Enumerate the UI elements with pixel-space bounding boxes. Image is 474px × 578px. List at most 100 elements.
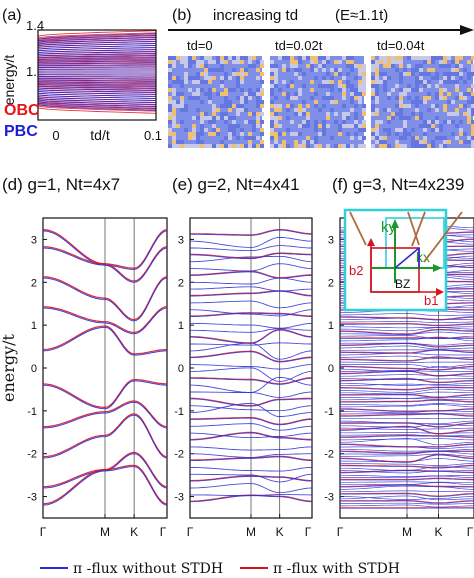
panel-b-label: (b) xyxy=(172,7,192,24)
map-pixel xyxy=(375,124,379,128)
map-pixel xyxy=(467,136,471,140)
map-pixel xyxy=(399,72,403,76)
map-pixel xyxy=(403,136,407,140)
map-pixel xyxy=(443,96,447,100)
map-pixel xyxy=(200,116,204,120)
map-pixel xyxy=(459,120,463,124)
map-pixel xyxy=(220,68,224,72)
map-pixel xyxy=(423,144,427,148)
map-pixel xyxy=(310,88,314,92)
map-pixel xyxy=(204,92,208,96)
map-pixel xyxy=(236,60,240,64)
map-pixel xyxy=(302,72,306,76)
map-pixel xyxy=(192,124,196,128)
map-pixel xyxy=(236,112,240,116)
map-pixel xyxy=(455,56,459,60)
band-line-pbc xyxy=(38,33,156,40)
map-pixel xyxy=(391,56,395,60)
map-pixel xyxy=(451,132,455,136)
map-pixel xyxy=(184,144,188,148)
band-line-pbc xyxy=(38,51,156,55)
map-pixel xyxy=(362,144,366,148)
map-pixel xyxy=(188,88,192,92)
map-pixel xyxy=(419,72,423,76)
band-stdh xyxy=(340,323,474,326)
map-pixel xyxy=(314,144,318,148)
map-pixel xyxy=(240,72,244,76)
map-pixel xyxy=(342,96,346,100)
map-pixel xyxy=(431,56,435,60)
band-line-obc xyxy=(38,34,156,41)
map-pixel xyxy=(362,64,366,68)
map-pixel xyxy=(204,72,208,76)
map-pixel xyxy=(431,124,435,128)
map-pixel xyxy=(240,68,244,72)
map-pixel xyxy=(338,88,342,92)
map-pixel xyxy=(180,92,184,96)
map-pixel xyxy=(172,80,176,84)
band-line-pbc xyxy=(38,75,156,78)
map-pixel xyxy=(270,104,274,108)
map-pixel xyxy=(172,76,176,80)
map-pixel xyxy=(383,128,387,132)
map-pixel xyxy=(411,100,415,104)
map-pixel xyxy=(286,128,290,132)
map-pixel xyxy=(346,144,350,148)
map-pixel xyxy=(375,140,379,144)
map-pixel xyxy=(314,76,318,80)
map-pixel xyxy=(274,84,278,88)
map-pixel xyxy=(471,104,474,108)
map-pixel xyxy=(236,80,240,84)
b1-label: b1 xyxy=(424,293,438,308)
map-pixel xyxy=(270,60,274,64)
map-pixel xyxy=(435,84,439,88)
band-line-pbc xyxy=(38,45,156,50)
map-pixel xyxy=(196,88,200,92)
band-no-stdh xyxy=(190,466,312,472)
map-pixel xyxy=(346,132,350,136)
map-pixel xyxy=(375,76,379,80)
band-no-stdh xyxy=(340,342,474,346)
map-pixel xyxy=(459,104,463,108)
band-no-stdh xyxy=(340,413,474,415)
map-pixel xyxy=(358,100,362,104)
map-pixel xyxy=(188,132,192,136)
map-pixel xyxy=(423,128,427,132)
map-pixel xyxy=(244,68,248,72)
wavefunction-maps xyxy=(168,56,474,148)
map-pixel xyxy=(168,56,172,60)
map-pixel xyxy=(371,108,375,112)
map-pixel xyxy=(467,140,471,144)
map-pixel xyxy=(228,76,232,80)
map-pixel xyxy=(358,84,362,88)
increasing-arrow-head xyxy=(460,25,474,35)
map-pixel xyxy=(467,100,471,104)
map-pixel xyxy=(379,80,383,84)
map-pixel xyxy=(298,56,302,60)
map-pixel xyxy=(228,116,232,120)
band-no-stdh xyxy=(340,343,474,348)
map-pixel xyxy=(459,92,463,96)
band-line-pbc xyxy=(38,84,156,88)
map-pixel xyxy=(252,136,256,140)
map-pixel xyxy=(423,124,427,128)
band-no-stdh xyxy=(340,451,474,454)
map-pixel xyxy=(208,100,212,104)
map-pixel xyxy=(371,132,375,136)
band-no-stdh xyxy=(340,438,474,441)
band-no-stdh xyxy=(340,432,474,434)
map-pixel xyxy=(443,60,447,64)
map-pixel xyxy=(431,128,435,132)
map-pixel xyxy=(212,144,216,148)
map-pixel xyxy=(322,120,326,124)
band-no-stdh xyxy=(340,326,474,329)
map-pixel xyxy=(294,140,298,144)
band-no-stdh xyxy=(190,342,312,360)
map-pixel xyxy=(168,64,172,68)
map-pixel xyxy=(423,140,427,144)
map-pixel xyxy=(403,144,407,148)
map-pixel xyxy=(407,132,411,136)
map-pixel xyxy=(395,140,399,144)
map-pixel xyxy=(310,56,314,60)
map-pixel xyxy=(260,72,264,76)
